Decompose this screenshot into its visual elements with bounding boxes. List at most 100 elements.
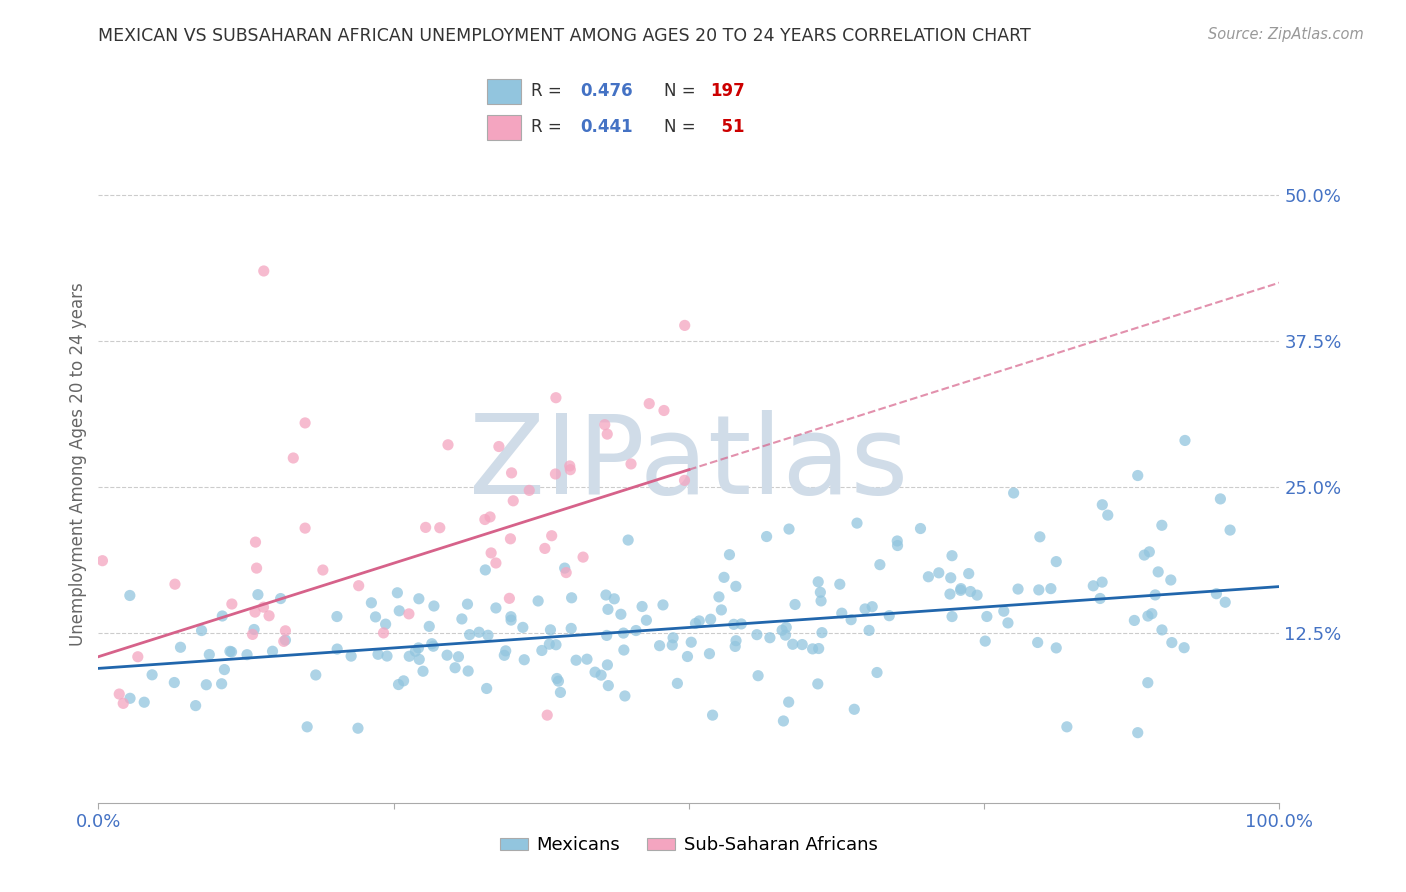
Point — [1045, 555, 1067, 569]
Point — [939, 587, 962, 601]
Point — [91, 554, 114, 568]
Point — [866, 665, 889, 680]
Point — [603, 591, 626, 606]
Point — [811, 625, 834, 640]
Point — [949, 582, 972, 596]
Point — [775, 628, 797, 642]
Point — [974, 634, 997, 648]
Point — [499, 609, 522, 624]
Point — [536, 708, 558, 723]
Point — [591, 668, 613, 682]
Point — [957, 566, 980, 581]
Point — [373, 626, 395, 640]
Point — [652, 598, 675, 612]
Point — [485, 556, 508, 570]
Point — [517, 483, 540, 498]
Point — [1056, 720, 1078, 734]
Point — [713, 570, 735, 584]
Point — [502, 493, 524, 508]
Point — [108, 687, 131, 701]
Point — [808, 585, 831, 599]
Point — [252, 600, 274, 615]
Point — [877, 608, 900, 623]
Point — [759, 631, 782, 645]
Point — [479, 546, 502, 560]
Point — [437, 438, 460, 452]
Point — [274, 624, 297, 638]
Point — [917, 570, 939, 584]
Point — [613, 643, 636, 657]
Text: 0.476: 0.476 — [581, 82, 633, 100]
Point — [828, 577, 851, 591]
Text: 51: 51 — [710, 118, 745, 136]
Point — [283, 450, 305, 465]
Point — [745, 627, 768, 641]
Point — [540, 623, 562, 637]
Point — [274, 633, 297, 648]
Point — [770, 624, 793, 638]
Point — [993, 604, 1015, 618]
Point — [422, 639, 444, 653]
Point — [408, 640, 430, 655]
Point — [801, 641, 824, 656]
Point — [388, 604, 411, 618]
Point — [242, 627, 264, 641]
Point — [1160, 573, 1182, 587]
Point — [392, 673, 415, 688]
Point — [699, 647, 721, 661]
Point — [661, 638, 683, 652]
Point — [364, 610, 387, 624]
Point — [236, 648, 259, 662]
Point — [408, 591, 430, 606]
Point — [807, 677, 830, 691]
Point — [575, 652, 598, 666]
Point — [245, 561, 267, 575]
Point — [550, 685, 572, 699]
Point — [118, 589, 141, 603]
Point — [273, 634, 295, 648]
Point — [1007, 582, 1029, 596]
Point — [648, 639, 671, 653]
Y-axis label: Unemployment Among Ages 20 to 24 years: Unemployment Among Ages 20 to 24 years — [69, 282, 87, 646]
Point — [886, 533, 908, 548]
Point — [270, 591, 292, 606]
Point — [527, 594, 550, 608]
Point — [1150, 623, 1173, 637]
Text: Source: ZipAtlas.com: Source: ZipAtlas.com — [1208, 27, 1364, 42]
Point — [475, 681, 498, 696]
Point — [340, 649, 363, 664]
Point — [707, 590, 730, 604]
Point — [387, 586, 409, 600]
Point — [546, 672, 568, 686]
Point — [1123, 614, 1146, 628]
Point — [596, 657, 619, 672]
Point — [195, 678, 218, 692]
Point — [1140, 607, 1163, 621]
Point — [624, 624, 647, 638]
Point — [807, 574, 830, 589]
Point — [886, 539, 908, 553]
Point — [723, 617, 745, 632]
Point — [451, 612, 474, 626]
Point — [253, 264, 276, 278]
Point — [598, 679, 620, 693]
Point — [1219, 523, 1241, 537]
Text: N =: N = — [664, 118, 700, 136]
Point — [666, 676, 689, 690]
Point — [387, 677, 409, 691]
Point — [1097, 508, 1119, 522]
Point — [169, 640, 191, 655]
Point — [444, 661, 467, 675]
Point — [458, 627, 481, 641]
Text: MEXICAN VS SUBSAHARAN AFRICAN UNEMPLOYMENT AMONG AGES 20 TO 24 YEARS CORRELATION: MEXICAN VS SUBSAHARAN AFRICAN UNEMPLOYME… — [98, 27, 1031, 45]
Point — [211, 677, 233, 691]
Point — [326, 609, 349, 624]
Point — [211, 609, 233, 624]
Point — [398, 649, 420, 664]
Point — [554, 561, 576, 575]
Point — [112, 697, 135, 711]
Point — [420, 637, 443, 651]
Point — [1133, 548, 1156, 562]
Point — [485, 601, 508, 615]
Point — [547, 674, 569, 689]
